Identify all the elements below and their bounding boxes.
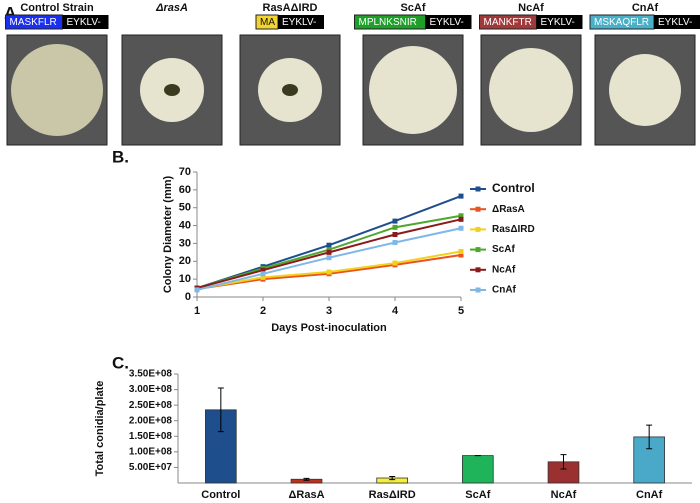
suffix-box bbox=[62, 15, 109, 29]
point bbox=[458, 216, 464, 222]
legend-label: Control bbox=[492, 181, 535, 195]
suffix: EYKLV- bbox=[67, 17, 101, 28]
strain-name: RasAΔIRD bbox=[263, 2, 318, 14]
y-tick-label: 0 bbox=[185, 291, 191, 303]
point bbox=[392, 218, 398, 224]
x-tick-label: RasΔIRD bbox=[369, 489, 416, 501]
suffix: EYKLV- bbox=[658, 17, 692, 28]
point bbox=[392, 240, 398, 246]
y-tick-label: 30 bbox=[179, 237, 191, 249]
legend-label: RasΔIRD bbox=[492, 224, 535, 235]
x-tick-label: CnAf bbox=[636, 489, 663, 501]
legend-marker bbox=[475, 186, 481, 192]
y-tick-label: 2.00E+08 bbox=[129, 415, 173, 426]
point bbox=[458, 252, 464, 258]
error-bar bbox=[646, 424, 653, 450]
point bbox=[458, 225, 464, 231]
strain-name: ΔrasA bbox=[155, 2, 188, 14]
x-tick-label: 1 bbox=[194, 305, 200, 317]
point bbox=[326, 247, 332, 253]
error-bar bbox=[303, 477, 310, 481]
colony-center bbox=[282, 84, 298, 96]
x-tick-label: 2 bbox=[260, 305, 266, 317]
suffix: EYKLV- bbox=[282, 17, 316, 28]
point bbox=[392, 232, 398, 237]
legend-marker bbox=[475, 206, 481, 212]
point bbox=[194, 287, 200, 293]
tag: MSKAQFLR bbox=[594, 17, 649, 28]
legend-label: ScAf bbox=[492, 244, 515, 255]
y-axis-label: Total conidia/plate bbox=[94, 381, 106, 477]
tag: MA bbox=[260, 17, 275, 28]
error-bar bbox=[560, 454, 567, 470]
panel-label: B. bbox=[112, 147, 129, 166]
x-tick-label: 5 bbox=[458, 305, 464, 317]
suffix-box bbox=[278, 15, 324, 29]
x-tick-label: NcAf bbox=[551, 489, 577, 501]
y-tick-label: 10 bbox=[179, 273, 191, 285]
x-axis-label: Days Post-inoculation bbox=[271, 322, 387, 334]
colony bbox=[489, 48, 573, 132]
suffix-box bbox=[536, 15, 583, 29]
legend-marker bbox=[475, 226, 481, 232]
point bbox=[260, 274, 266, 280]
x-tick-label: ScAf bbox=[465, 489, 490, 501]
tag: MPLNKSNIR bbox=[359, 17, 417, 28]
suffix-box bbox=[654, 15, 700, 29]
suffix: EYKLV- bbox=[430, 17, 464, 28]
x-tick-label: ΔRasA bbox=[288, 489, 324, 501]
point bbox=[326, 249, 332, 255]
y-tick-label: 2.50E+08 bbox=[129, 400, 173, 411]
panel-label: C. bbox=[112, 353, 129, 372]
y-tick-label: 40 bbox=[179, 219, 191, 231]
point bbox=[458, 248, 464, 254]
y-tick-label: 1.00E+08 bbox=[129, 446, 173, 457]
y-tick-label: 1.50E+08 bbox=[129, 431, 173, 442]
legend-label: ΔRasA bbox=[492, 204, 525, 215]
tag: MANKFTR bbox=[484, 17, 532, 28]
suffix-box bbox=[425, 15, 472, 29]
point bbox=[260, 267, 266, 273]
legend-marker bbox=[475, 267, 481, 273]
colony bbox=[609, 54, 681, 126]
y-axis-label: Colony Diameter (mm) bbox=[162, 175, 174, 293]
point bbox=[458, 213, 464, 219]
point bbox=[392, 224, 398, 230]
bar bbox=[462, 455, 494, 484]
strain-name: NcAf bbox=[518, 2, 544, 14]
point bbox=[326, 255, 332, 261]
colony bbox=[11, 44, 103, 136]
point bbox=[260, 271, 266, 277]
y-tick-label: 60 bbox=[179, 184, 191, 196]
error-bar bbox=[389, 475, 396, 481]
strain-name: Control Strain bbox=[20, 2, 94, 14]
y-tick-label: 3.50E+08 bbox=[129, 369, 173, 380]
y-tick-label: 20 bbox=[179, 255, 191, 267]
x-tick-label: Control bbox=[201, 489, 240, 501]
strain-name: ScAf bbox=[400, 2, 425, 14]
legend-label: CnAf bbox=[492, 285, 517, 296]
x-tick-label: 4 bbox=[392, 305, 399, 317]
legend-marker bbox=[475, 247, 481, 253]
y-tick-label: 70 bbox=[179, 166, 191, 178]
legend-marker bbox=[475, 287, 481, 293]
legend-label: NcAf bbox=[492, 264, 516, 275]
point bbox=[326, 269, 332, 275]
tag: MASKFLR bbox=[10, 17, 57, 28]
point bbox=[458, 193, 464, 199]
colony bbox=[369, 46, 457, 134]
point bbox=[326, 242, 332, 248]
colony-center bbox=[164, 84, 180, 96]
strain-name: CnAf bbox=[632, 2, 659, 14]
y-tick-label: 5.00E+07 bbox=[129, 462, 173, 473]
suffix: EYKLV- bbox=[541, 17, 575, 28]
y-tick-label: 50 bbox=[179, 202, 191, 214]
y-tick-label: 3.00E+08 bbox=[129, 384, 173, 395]
x-tick-label: 3 bbox=[326, 305, 332, 317]
error-bar bbox=[217, 387, 224, 433]
point bbox=[392, 260, 398, 266]
